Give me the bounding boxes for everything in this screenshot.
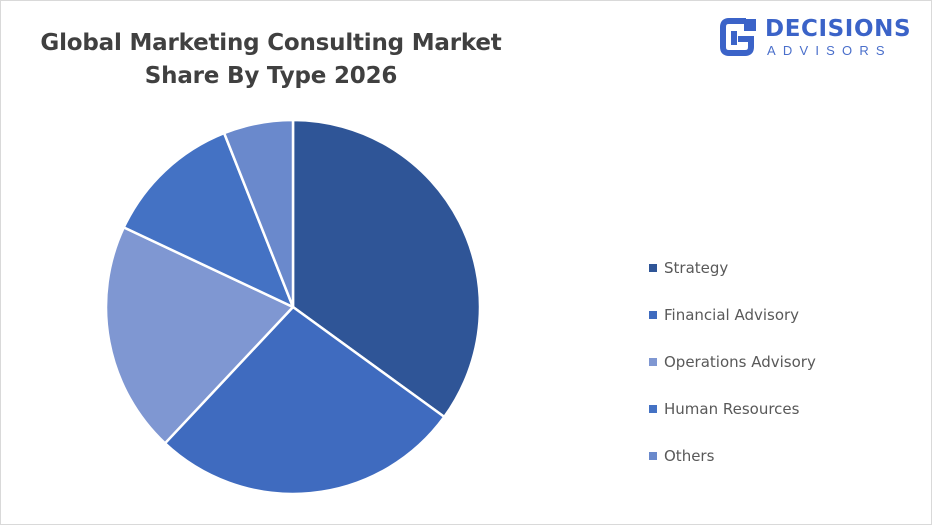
pie-slice-financial-advisory [163,305,446,496]
chart-title-line-1: Global Marketing Consulting Market [40,30,502,56]
legend-item-human-resources: Human Resources [649,398,919,445]
legend-item-financial-advisory: Financial Advisory [649,304,919,351]
legend-item-others: Others [649,445,919,492]
chart-title-line-2: Share By Type 2026 [144,63,398,89]
pie-slice-strategy [291,118,482,419]
legend-swatch-human-resources [649,405,657,413]
legend-label-strategy: Strategy [664,259,729,277]
legend-swatch-operations-advisory [649,358,657,366]
legend-swatch-strategy [649,264,657,272]
chart-title: Global Marketing Consulting Market Share… [21,27,521,93]
decisions-advisors-logo: DECISIONS ADVISORS [717,15,917,61]
legend-item-strategy: Strategy [649,257,919,304]
legend-label-financial-advisory: Financial Advisory [664,306,800,324]
pie-slices [104,118,482,496]
pie-slice-others [222,118,295,309]
logo-mark-icon [720,18,756,56]
legend-swatch-financial-advisory [649,311,657,319]
pie-slice-human-resources [122,131,295,309]
legend-label-others: Others [664,447,715,465]
legend-label-human-resources: Human Resources [664,400,800,418]
pie-slice-operations-advisory [104,226,295,445]
legend-label-operations-advisory: Operations Advisory [664,353,816,371]
legend-swatch-others [649,452,657,460]
logo-subtext: ADVISORS [767,43,892,58]
chart-legend: Strategy Financial Advisory Operations Adv… [649,257,919,492]
legend-item-operations-advisory: Operations Advisory [649,351,919,398]
logo-wordmark: DECISIONS [765,16,912,42]
